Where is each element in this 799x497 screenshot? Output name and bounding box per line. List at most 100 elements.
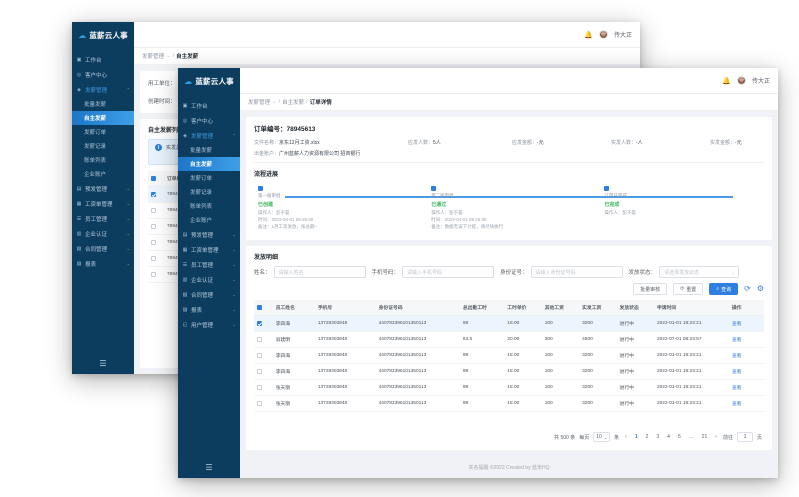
- pay-status-select[interactable]: 请选择发放状态 ⌄: [659, 266, 740, 279]
- cell-action-view[interactable]: 查看: [728, 395, 764, 413]
- breadcrumb-root[interactable]: 发薪管理: [248, 100, 271, 106]
- front-menu[interactable]: ▣ 工作台 ◎ 客户中心 ◈ 发薪管理 ⌃ 批量发薪: [178, 94, 240, 456]
- breadcrumb-mid[interactable]: 自主发薪: [282, 100, 305, 106]
- bell-icon[interactable]: 🔔: [722, 77, 731, 85]
- sidebar-item-dashboard[interactable]: ▣ 工作台: [72, 52, 134, 67]
- sidebar-item-company-account[interactable]: 企业账户: [72, 167, 134, 181]
- search-button[interactable]: ⌕ 查询: [709, 283, 739, 296]
- sidebar-group-report[interactable]: ▨ 报表 ⌄: [178, 302, 240, 317]
- sidebar-group-cert[interactable]: ▥ 企业认证 ⌄: [178, 272, 240, 287]
- prev-page-icon[interactable]: ‹: [625, 434, 627, 440]
- front-window[interactable]: ☁ 蓝薪云人事 ▣ 工作台 ◎ 客户中心 ◈ 发薪管理 ⌃: [178, 68, 778, 478]
- pagesize-select[interactable]: 10 ⌄: [593, 432, 611, 442]
- sidebar-group-payslip[interactable]: ▦ 工资单管理 ⌄: [178, 242, 240, 257]
- sidebar-item-company-account[interactable]: 企业账户: [178, 213, 240, 227]
- table-row[interactable]: 翁建明 13728303848 440782396101350113 63.5 …: [254, 331, 764, 349]
- reset-button[interactable]: ⟳ 重置: [673, 283, 704, 296]
- row-checkbox-cell[interactable]: [148, 218, 164, 235]
- row-checkbox[interactable]: [151, 191, 156, 197]
- row-checkbox-cell[interactable]: [254, 395, 273, 413]
- sidebar-group-staff[interactable]: ☰ 员工管理 ⌄: [72, 211, 134, 226]
- page-last[interactable]: 21: [701, 434, 708, 440]
- row-checkbox-cell[interactable]: [148, 186, 164, 203]
- idcard-input[interactable]: 请输入身份证号码: [530, 266, 623, 279]
- page-1[interactable]: 1: [634, 434, 638, 440]
- sidebar-item-dashboard[interactable]: ▣ 工作台: [178, 98, 240, 113]
- sidebar-item-bill-list[interactable]: 账单列表: [178, 199, 240, 213]
- row-checkbox-cell[interactable]: [148, 202, 164, 219]
- sidebar-item-batch-pay[interactable]: 批量发薪: [72, 97, 134, 111]
- row-checkbox[interactable]: [151, 207, 156, 213]
- back-collapse-menu-icon[interactable]: ☰: [99, 358, 107, 368]
- back-menu[interactable]: ▣ 工作台 ◎ 客户中心 ◈ 发薪管理 ⌃ 批量发薪: [72, 48, 134, 352]
- sidebar-item-pay-order[interactable]: 发薪订单: [72, 125, 134, 139]
- cell-action-view[interactable]: 查看: [728, 331, 764, 349]
- select-all-checkbox[interactable]: [151, 175, 156, 181]
- sidebar-group-payroll[interactable]: ◈ 发薪管理 ⌃: [178, 128, 240, 143]
- page-2[interactable]: 2: [645, 434, 649, 440]
- row-checkbox-cell[interactable]: [148, 234, 164, 251]
- refresh-table-icon[interactable]: ⟳: [744, 284, 751, 294]
- row-checkbox[interactable]: [151, 239, 156, 245]
- table-row[interactable]: 张天丽 13728303848 440782396101350113 98 18…: [254, 395, 764, 413]
- batch-review-button[interactable]: 批量审核: [633, 283, 668, 296]
- row-checkbox-cell[interactable]: [254, 315, 273, 333]
- row-checkbox-cell[interactable]: [254, 331, 273, 349]
- back-select-all-header[interactable]: [148, 171, 164, 187]
- sidebar-group-payslip[interactable]: ▦ 工资单管理 ⌄: [72, 196, 134, 211]
- sidebar-item-pay-record[interactable]: 发薪记录: [72, 139, 134, 153]
- column-settings-icon[interactable]: ⚙: [756, 284, 764, 294]
- sidebar-item-batch-pay[interactable]: 批量发薪: [178, 143, 240, 157]
- sidebar-group-prepay[interactable]: ▤ 预发管理 ⌄: [72, 181, 134, 196]
- sidebar-item-bill-list[interactable]: 账单列表: [72, 153, 134, 167]
- row-checkbox-cell[interactable]: [254, 379, 273, 397]
- phone-input[interactable]: 请输入手机号码: [402, 266, 495, 279]
- page-4[interactable]: 4: [667, 434, 670, 440]
- bell-icon[interactable]: 🔔: [584, 31, 593, 39]
- page-5[interactable]: 5: [677, 434, 681, 440]
- table-row[interactable]: 李四海 13728303848 440782396101350113 98 18…: [254, 363, 764, 381]
- row-checkbox[interactable]: [257, 336, 262, 342]
- sidebar-item-self-pay[interactable]: 自主发薪: [72, 111, 134, 125]
- row-checkbox[interactable]: [257, 368, 262, 374]
- page-3[interactable]: 3: [656, 434, 660, 440]
- sidebar-group-contract[interactable]: ▧ 合同管理 ⌄: [178, 287, 240, 302]
- goto-input[interactable]: 1: [736, 432, 753, 442]
- row-checkbox[interactable]: [257, 320, 262, 326]
- cell-action-view[interactable]: 查看: [728, 379, 764, 397]
- name-input[interactable]: 请输入姓名: [273, 266, 366, 279]
- row-checkbox[interactable]: [257, 384, 262, 390]
- user-avatar[interactable]: [736, 76, 746, 85]
- row-checkbox-cell[interactable]: [148, 266, 164, 283]
- next-page-icon[interactable]: ›: [715, 434, 717, 440]
- row-checkbox-cell[interactable]: [254, 347, 273, 365]
- select-all-checkbox[interactable]: [257, 304, 262, 310]
- cell-action-view[interactable]: 查看: [728, 363, 764, 381]
- sidebar-item-pay-order[interactable]: 发薪订单: [178, 171, 240, 185]
- table-row[interactable]: 李四海 13728303848 440782396101350113 98 18…: [254, 347, 764, 365]
- cell-action-view[interactable]: 查看: [728, 315, 764, 333]
- breadcrumb-root[interactable]: 发薪管理: [142, 54, 165, 60]
- sidebar-group-admin[interactable]: ◱ 用户管理 ⌄: [178, 317, 240, 332]
- table-row[interactable]: 李四海 13728303848 440782396101350113 98 18…: [254, 315, 764, 333]
- row-checkbox[interactable]: [257, 352, 262, 358]
- sidebar-item-pay-record[interactable]: 发薪记录: [178, 185, 240, 199]
- sidebar-group-contract[interactable]: ▧ 合同管理 ⌄: [72, 241, 134, 256]
- row-checkbox-cell[interactable]: [148, 250, 164, 267]
- sidebar-item-self-pay[interactable]: 自主发薪: [178, 157, 240, 171]
- back-sidebar[interactable]: ☁ 蓝薪云人事 ▣ 工作台 ◎ 客户中心 ◈ 发薪管理 ⌃: [72, 22, 134, 374]
- sidebar-item-user-center[interactable]: ◎ 客户中心: [72, 67, 134, 82]
- row-checkbox[interactable]: [257, 400, 262, 406]
- row-checkbox[interactable]: [151, 255, 156, 261]
- sidebar-item-user-center[interactable]: ◎ 客户中心: [178, 113, 240, 128]
- row-checkbox[interactable]: [151, 223, 156, 229]
- sidebar-group-prepay[interactable]: ▤ 预发管理 ⌄: [178, 227, 240, 242]
- row-checkbox-cell[interactable]: [254, 363, 273, 381]
- sidebar-group-report[interactable]: ▨ 报表 ⌄: [72, 256, 134, 271]
- sidebar-group-cert[interactable]: ▥ 企业认证 ⌄: [72, 226, 134, 241]
- front-collapse-menu-icon[interactable]: ☰: [205, 462, 213, 472]
- row-checkbox[interactable]: [151, 271, 156, 277]
- detail-select-all-header[interactable]: [254, 300, 273, 317]
- sidebar-group-payroll[interactable]: ◈ 发薪管理 ⌃: [72, 82, 134, 97]
- table-row[interactable]: 张天丽 13728303848 440782396101350113 98 18…: [254, 379, 764, 397]
